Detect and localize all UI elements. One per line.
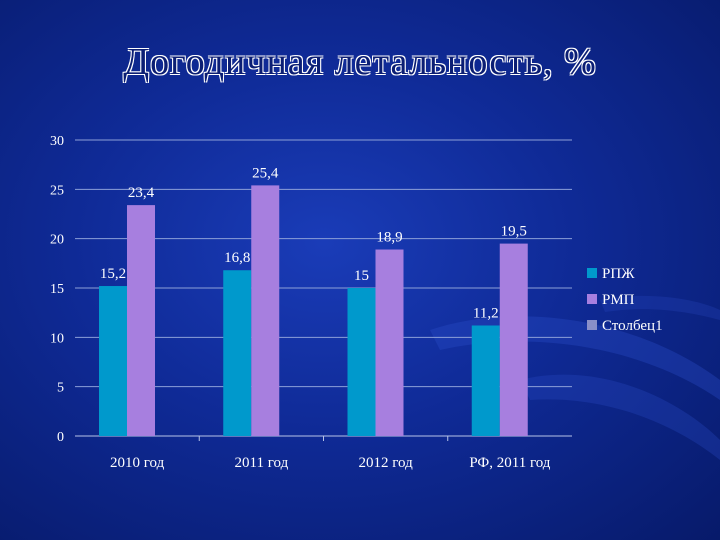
bar-РПЖ-3: [471, 325, 500, 436]
bar-РМП-0: [127, 205, 155, 436]
bars: [99, 185, 528, 436]
data-labels: 15,2 23,4 16,8 25,4 15 18,9 11,2 19,5: [100, 165, 527, 321]
y-tick-label: 25: [50, 183, 64, 198]
x-axis: [75, 435, 572, 441]
legend-entry: Столбец1: [602, 318, 663, 334]
y-tick-label: 10: [50, 331, 64, 346]
data-label: 15,2: [100, 266, 126, 282]
data-label: 23,4: [128, 185, 155, 201]
data-label: 19,5: [501, 224, 527, 240]
category-labels: 2010 год 2011 год 2012 год РФ, 2011 год: [110, 455, 551, 471]
data-label: 15: [354, 268, 369, 284]
legend: РПЖ РМП Столбец1: [587, 266, 663, 334]
y-tick-label: 20: [50, 233, 64, 248]
bar-РМП-3: [499, 243, 528, 436]
category-label: 2011 год: [235, 455, 289, 471]
data-label: 25,4: [252, 165, 279, 181]
slide-title: Догодичная летальность, %: [123, 41, 597, 83]
data-label: 11,2: [473, 305, 499, 321]
legend-entry: РПЖ: [602, 266, 635, 282]
y-tick-label: 15: [50, 282, 64, 297]
bar-РПЖ-0: [99, 286, 127, 436]
legend-entry: РМП: [602, 292, 635, 308]
legend-swatch: [587, 294, 597, 304]
y-tick-label: 30: [50, 134, 64, 149]
bar-РМП-1: [251, 185, 280, 436]
legend-swatch: [587, 320, 597, 330]
y-axis-ticks: 0 5 10 15 20 25 30: [50, 134, 64, 445]
bar-РПЖ-1: [223, 270, 252, 436]
data-label: 18,9: [376, 230, 402, 246]
y-tick-label: 5: [57, 381, 64, 396]
category-label: 2010 год: [110, 455, 165, 471]
legend-swatch: [587, 268, 597, 278]
bar-РМП-2: [375, 249, 404, 436]
category-label: 2012 год: [359, 455, 414, 471]
bar-РПЖ-2: [347, 288, 376, 436]
data-label: 16,8: [224, 250, 250, 266]
y-tick-label: 0: [57, 430, 64, 445]
category-label: РФ, 2011 год: [469, 455, 550, 471]
